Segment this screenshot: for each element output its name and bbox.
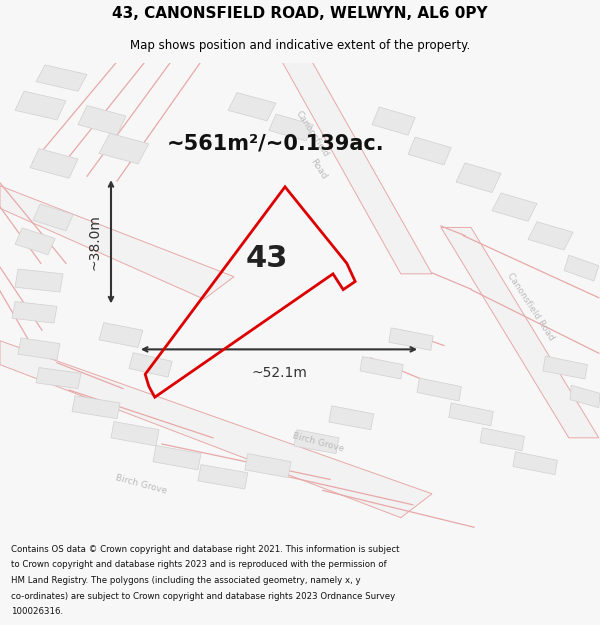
Polygon shape <box>72 396 120 419</box>
Text: Birch Grove: Birch Grove <box>114 473 168 496</box>
Polygon shape <box>269 114 313 141</box>
Text: Contains OS data © Crown copyright and database right 2021. This information is : Contains OS data © Crown copyright and d… <box>11 545 400 554</box>
Polygon shape <box>30 149 78 178</box>
Polygon shape <box>15 228 55 255</box>
Polygon shape <box>513 452 557 474</box>
Polygon shape <box>33 204 73 231</box>
Polygon shape <box>360 356 403 379</box>
Polygon shape <box>15 269 63 292</box>
Polygon shape <box>456 163 501 192</box>
Polygon shape <box>129 352 172 377</box>
Text: 100026316.: 100026316. <box>11 608 63 616</box>
Polygon shape <box>372 107 415 135</box>
Text: Canonsfield: Canonsfield <box>294 109 330 159</box>
Text: to Crown copyright and database rights 2023 and is reproduced with the permissio: to Crown copyright and database rights 2… <box>11 561 386 569</box>
Polygon shape <box>441 228 599 438</box>
Polygon shape <box>78 106 126 135</box>
Text: Map shows position and indicative extent of the property.: Map shows position and indicative extent… <box>130 39 470 51</box>
Polygon shape <box>228 92 276 121</box>
Text: Road: Road <box>308 157 328 181</box>
Polygon shape <box>408 137 451 165</box>
Polygon shape <box>543 356 587 379</box>
Text: co-ordinates) are subject to Crown copyright and database rights 2023 Ordnance S: co-ordinates) are subject to Crown copyr… <box>11 592 395 601</box>
Polygon shape <box>480 428 524 451</box>
Text: HM Land Registry. The polygons (including the associated geometry, namely x, y: HM Land Registry. The polygons (includin… <box>11 576 361 585</box>
Text: ~38.0m: ~38.0m <box>88 214 102 270</box>
Polygon shape <box>329 406 374 430</box>
Text: ~561m²/~0.139ac.: ~561m²/~0.139ac. <box>167 134 385 154</box>
Polygon shape <box>417 378 461 401</box>
Polygon shape <box>12 301 57 323</box>
Polygon shape <box>15 91 66 120</box>
Text: ~52.1m: ~52.1m <box>251 366 307 380</box>
Polygon shape <box>99 133 149 164</box>
Polygon shape <box>245 454 291 478</box>
Polygon shape <box>449 403 493 426</box>
Polygon shape <box>492 193 537 221</box>
Polygon shape <box>111 422 159 446</box>
Polygon shape <box>294 430 339 454</box>
Polygon shape <box>0 186 234 299</box>
Polygon shape <box>564 255 599 281</box>
Text: Birch Grove: Birch Grove <box>291 431 345 454</box>
Polygon shape <box>528 222 573 250</box>
Polygon shape <box>153 446 201 470</box>
Polygon shape <box>198 464 248 489</box>
Text: Canonsfield Road: Canonsfield Road <box>506 271 556 342</box>
Polygon shape <box>18 338 60 360</box>
Polygon shape <box>0 341 432 518</box>
Polygon shape <box>36 368 81 389</box>
Polygon shape <box>36 65 87 91</box>
Text: 43: 43 <box>246 244 288 273</box>
Polygon shape <box>570 385 600 408</box>
Polygon shape <box>282 61 432 274</box>
Polygon shape <box>99 322 143 348</box>
Text: 43, CANONSFIELD ROAD, WELWYN, AL6 0PY: 43, CANONSFIELD ROAD, WELWYN, AL6 0PY <box>112 6 488 21</box>
Polygon shape <box>389 328 433 351</box>
